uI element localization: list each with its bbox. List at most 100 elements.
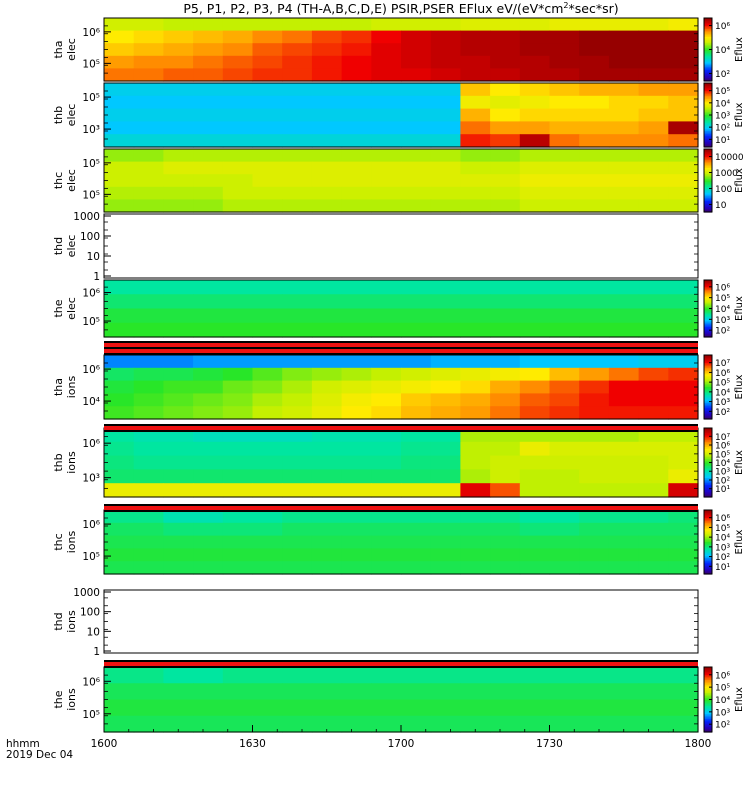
stripe-red <box>104 506 698 510</box>
heatmap-cell <box>133 393 164 407</box>
heatmap-cell <box>549 393 580 407</box>
heatmap-cell <box>104 667 135 684</box>
heatmap-cell <box>638 68 669 82</box>
heatmap-cell <box>519 18 551 32</box>
y-tick-label: 10⁶ <box>82 519 100 531</box>
heatmap-cell <box>519 355 551 369</box>
heatmap-cell <box>490 393 521 407</box>
colorbar-swatch <box>704 532 712 535</box>
y-tick-label: 10 <box>87 626 100 638</box>
colorbar-swatch <box>704 124 712 127</box>
colorbar-swatch <box>704 116 712 119</box>
heatmap-cell <box>222 83 254 97</box>
heatmap-cell <box>430 43 461 57</box>
colorbar-tick-label: 10² <box>715 70 730 80</box>
heatmap-cell <box>222 322 254 338</box>
heatmap-cell <box>311 18 343 32</box>
heatmap-cell <box>163 95 194 110</box>
colorbar-swatch <box>704 728 712 731</box>
heatmap-cell <box>579 455 610 470</box>
heatmap-cell <box>668 510 699 524</box>
heatmap-cell <box>311 548 343 562</box>
time-unit-label: hhmm <box>6 738 40 750</box>
heatmap-cell <box>222 355 254 369</box>
heatmap-cell <box>282 393 313 407</box>
colorbar-frame <box>703 509 713 575</box>
heatmap-cell <box>104 483 135 498</box>
heatmap-cell <box>133 83 164 97</box>
heatmap-cell <box>430 294 461 310</box>
heatmap-cell <box>401 322 432 338</box>
heatmap-cell <box>608 121 640 135</box>
heatmap-cell <box>638 149 669 163</box>
heatmap-cell <box>252 308 283 324</box>
heatmap-cell <box>668 43 699 57</box>
heatmap-cell <box>282 55 313 69</box>
heatmap-cell <box>282 18 313 32</box>
colorbar-swatch <box>704 322 712 325</box>
heatmap-cell <box>311 367 343 382</box>
colorbar-swatch <box>704 514 712 517</box>
heatmap-cell <box>282 406 313 420</box>
colorbar-tick-label: 10000 <box>715 153 744 163</box>
colorbar-tick-label: 10⁷ <box>715 433 730 443</box>
colorbar-swatch <box>704 65 712 68</box>
colorbar-swatch <box>704 668 712 671</box>
colorbar-swatch <box>704 388 712 391</box>
heatmap-cell <box>282 174 313 188</box>
colorbar-swatch <box>704 387 712 390</box>
heatmap-cell <box>638 548 669 562</box>
heatmap-cell <box>608 699 640 717</box>
heatmap-cell <box>519 55 551 69</box>
heatmap-cell <box>193 322 224 338</box>
colorbar-swatch <box>704 377 712 380</box>
heatmap-cell <box>133 95 164 110</box>
heatmap-cell <box>490 68 521 82</box>
heatmap-cell <box>341 535 372 549</box>
heatmap-cell <box>282 95 313 110</box>
colorbar-tick-label: 10⁵ <box>715 294 730 304</box>
heatmap-cell <box>163 455 194 470</box>
heatmap-cell <box>638 367 669 382</box>
colorbar-swatch <box>704 62 712 65</box>
colorbar-swatch <box>704 149 712 152</box>
heatmap-cell <box>252 522 283 537</box>
colorbar-swatch <box>704 169 712 172</box>
heatmap-cell <box>430 161 461 175</box>
heatmap-cell <box>222 280 254 295</box>
colorbar-tick-label: 10² <box>715 476 730 486</box>
heatmap-cell <box>638 667 669 684</box>
colorbar-swatch <box>704 706 712 709</box>
heatmap-cell <box>282 522 313 537</box>
heatmap-cell <box>430 149 461 163</box>
heatmap-cell <box>133 548 164 562</box>
heatmap-cell <box>104 199 135 213</box>
heatmap-cell <box>133 186 164 200</box>
colorbar-swatch <box>704 325 712 328</box>
heatmap-cell <box>579 161 610 175</box>
heatmap-cell <box>579 134 610 148</box>
heatmap-cell <box>311 30 343 44</box>
heatmap-cell <box>133 199 164 213</box>
colorbar-swatch <box>704 407 712 410</box>
colorbar-swatch <box>704 131 712 134</box>
heatmap-cell <box>608 535 640 549</box>
colorbar-swatch <box>704 513 712 516</box>
heatmap-cell <box>430 367 461 382</box>
heatmap-cell <box>104 174 135 188</box>
colorbar-swatch <box>704 395 712 398</box>
heatmap-cell <box>193 186 224 200</box>
colorbar-swatch <box>704 73 712 76</box>
heatmap-cell <box>371 30 402 44</box>
heatmap-cell <box>430 83 461 97</box>
heatmap-cell <box>252 441 283 457</box>
colorbar-swatch <box>704 49 712 52</box>
heatmap-cell <box>490 667 521 684</box>
heatmap-cell <box>163 535 194 549</box>
heatmap-cell <box>549 174 580 188</box>
colorbar-swatch <box>704 680 712 683</box>
heatmap-cell <box>104 367 135 382</box>
colorbar-swatch <box>704 530 712 533</box>
